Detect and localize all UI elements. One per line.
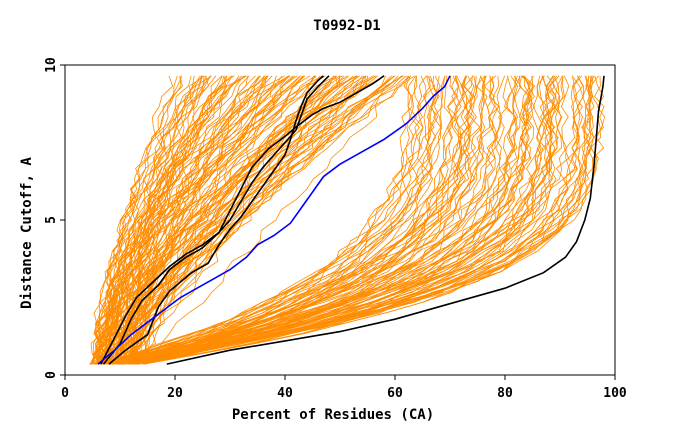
model-curve: [94, 75, 605, 365]
model-curve: [98, 75, 530, 365]
model-curve: [134, 75, 555, 365]
y-tick-label: 5: [44, 216, 59, 224]
model-curve: [95, 75, 256, 365]
model-curve: [97, 75, 277, 365]
model-curve: [93, 75, 317, 365]
x-tick-label: 0: [61, 386, 69, 401]
model-curve: [100, 75, 595, 365]
model-curve: [92, 75, 205, 365]
model-curve: [94, 75, 289, 365]
model-curve: [96, 75, 550, 365]
model-curve: [90, 75, 205, 365]
highlighted-curves: [97, 75, 605, 365]
model-curve: [92, 75, 427, 365]
model-curve: [93, 75, 212, 365]
model-curve: [130, 75, 395, 365]
model-curve: [98, 75, 367, 365]
x-tick-label: 60: [387, 386, 403, 401]
x-tick-label: 40: [277, 386, 293, 401]
model-curve: [121, 75, 453, 365]
model-curve: [137, 75, 583, 365]
chart-title: T0992-D1: [313, 18, 380, 34]
model-curve: [110, 75, 376, 365]
black-curve-3: [100, 75, 330, 365]
x-tick-label: 80: [497, 386, 513, 401]
x-tick-label: 100: [603, 386, 627, 401]
model-curve: [101, 75, 341, 365]
model-curve: [120, 75, 503, 365]
model-curve: [108, 75, 557, 365]
model-curve: [119, 75, 487, 365]
model-curve: [99, 75, 304, 365]
model-curve: [97, 75, 441, 365]
y-tick-label: 10: [44, 57, 59, 73]
model-curve: [105, 75, 581, 365]
model-curves-bundle: [89, 75, 606, 365]
black-curve-1: [166, 75, 605, 365]
model-curve: [101, 75, 595, 365]
model-curve: [99, 75, 509, 365]
x-tick-label: 20: [167, 386, 183, 401]
model-curve: [98, 75, 396, 365]
model-curve: [135, 75, 476, 365]
y-axis: 0 5 10: [44, 57, 65, 379]
x-axis: 0 20 40 60 80 100: [61, 375, 627, 401]
model-curve: [103, 75, 424, 365]
model-curve: [97, 75, 291, 365]
model-curve: [125, 75, 250, 365]
model-curve: [100, 75, 500, 365]
model-curve: [110, 75, 488, 365]
model-curve: [131, 75, 440, 365]
model-curve: [105, 75, 565, 365]
model-curve: [142, 75, 412, 365]
model-curve: [119, 75, 418, 365]
model-curve: [92, 75, 247, 365]
model-curve: [97, 75, 262, 365]
model-curve: [89, 75, 361, 365]
black-curve-2: [102, 75, 385, 365]
y-tick-label: 0: [44, 371, 59, 379]
model-curve: [129, 75, 535, 365]
model-curve: [116, 75, 602, 365]
model-curve: [103, 75, 466, 365]
model-curve: [90, 75, 392, 365]
x-axis-label: Percent of Residues (CA): [232, 407, 434, 423]
blue-curve: [97, 75, 451, 365]
model-curve: [94, 75, 323, 365]
model-curve: [89, 75, 473, 365]
model-curve: [116, 75, 478, 365]
model-curve: [98, 75, 427, 365]
model-curve: [108, 75, 415, 365]
model-curve: [123, 75, 407, 365]
black-curve-4: [108, 75, 325, 365]
model-curve: [89, 75, 358, 365]
model-curve: [137, 75, 440, 365]
model-curve: [105, 75, 399, 365]
model-curve: [138, 75, 413, 365]
model-curve: [107, 75, 290, 365]
model-curve: [96, 75, 379, 365]
model-curve: [134, 75, 591, 365]
model-curve: [112, 75, 534, 365]
model-curve: [91, 75, 316, 365]
model-curve: [90, 75, 462, 365]
y-axis-label: Distance Cutoff, A: [19, 157, 35, 309]
